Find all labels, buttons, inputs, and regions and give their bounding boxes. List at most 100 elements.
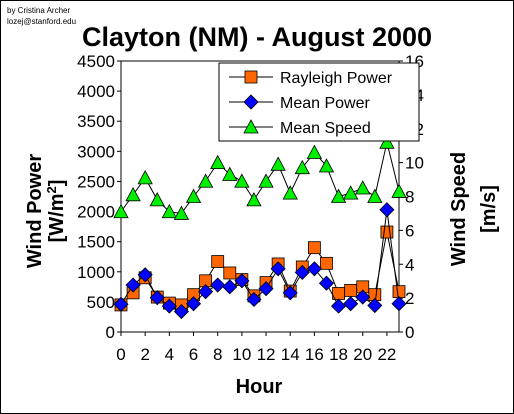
legend-marker-mean-power <box>243 94 259 110</box>
mean-speed-point <box>306 144 323 159</box>
y-tick-label: 2500 <box>77 172 115 191</box>
mean-speed-point <box>125 186 141 202</box>
mean-speed-point <box>318 158 335 173</box>
y2-axis-title-main-group: Wind Speed <box>448 152 470 266</box>
mean-power-point <box>210 277 226 293</box>
mean-speed-point <box>234 173 250 188</box>
mean-power-point <box>343 296 359 312</box>
y-tick-label: 500 <box>87 293 115 312</box>
y2-axis-title-main: Wind Speed <box>448 152 470 266</box>
rayleigh-power-point <box>211 255 225 268</box>
y-tick-label: 4000 <box>77 82 115 101</box>
mean-power-point <box>318 275 335 291</box>
y2-tick-label: 0 <box>405 323 414 342</box>
x-tick-label: 14 <box>281 345 300 364</box>
mean-speed-point <box>367 188 383 203</box>
mean-speed-point <box>391 183 407 198</box>
y-tick-label: 1500 <box>77 233 115 252</box>
mean-power-point <box>173 303 190 320</box>
mean-power-point <box>282 285 298 301</box>
y-tick-label: 3500 <box>77 112 115 131</box>
rayleigh-power-point <box>344 284 358 297</box>
y2-tick-label: 2 <box>405 289 414 308</box>
x-tick-label: 20 <box>353 345 372 364</box>
mean-speed-point <box>294 159 310 175</box>
left-axis-ticks: 0 500 1000 1500 2000 2500 3000 3500 4000 4500 <box>77 52 121 342</box>
mean-power-point <box>270 261 286 277</box>
x-tick-label: 16 <box>305 345 324 364</box>
x-tick-label: 22 <box>377 345 396 364</box>
y-tick-label: 2000 <box>77 203 115 222</box>
mean-power-point <box>198 284 214 300</box>
mean-power-point <box>294 264 310 280</box>
y-axis-unit-superscript: 2 <box>44 186 59 193</box>
legend-label-mean-power: Mean Power <box>280 95 370 112</box>
mean-speed-point <box>149 192 165 207</box>
legend-label-rayleigh-power: Rayleigh Power <box>280 70 393 87</box>
y2-axis-title-unit-group: [m/s] <box>478 185 500 233</box>
y2-tick-label: 4 <box>405 255 414 274</box>
mean-power-point <box>185 296 202 312</box>
legend-label-mean-speed: Mean Speed <box>280 120 371 137</box>
x-tick-label: 4 <box>165 345 174 364</box>
mean-power-point <box>234 273 250 289</box>
mean-speed-series <box>113 134 407 220</box>
legend-marker-mean-speed <box>243 119 259 134</box>
credit-email: lozej@stanford.edu <box>7 17 76 26</box>
x-axis-ticks: 0 2 4 6 8 10 12 14 16 18 20 22 <box>116 332 396 364</box>
mean-speed-point <box>113 203 129 219</box>
mean-speed-point <box>137 170 153 185</box>
x-tick-label: 12 <box>257 345 276 364</box>
mean-speed-point <box>330 188 347 203</box>
y-axis-title-main-group: Wind Power <box>24 154 46 268</box>
mean-speed-point <box>379 134 395 149</box>
mean-power-point <box>125 277 141 293</box>
mean-speed-point <box>270 156 286 171</box>
x-tick-label: 8 <box>213 345 222 364</box>
x-tick-label: 6 <box>189 345 198 364</box>
y-tick-label: 3000 <box>77 142 115 161</box>
mean-speed-point <box>161 203 178 219</box>
x-tick-label: 0 <box>116 345 125 364</box>
x-tick-label: 2 <box>140 345 149 364</box>
y-tick-label: 0 <box>106 323 115 342</box>
legend: Rayleigh Power Mean Power Mean Speed <box>218 62 420 142</box>
mean-power-point <box>379 202 395 218</box>
y2-tick-label: 10 <box>405 154 424 173</box>
mean-power-point <box>367 297 383 314</box>
y-axis-title-unit-group: [W/m2] <box>44 180 68 243</box>
mean-power-point <box>161 298 177 314</box>
mean-speed-point <box>185 188 202 203</box>
mean-power-point <box>149 290 165 306</box>
chart-title: Clayton (NM) - August 2000 <box>82 22 432 52</box>
y2-tick-label: 6 <box>405 221 414 240</box>
y-axis-unit-close: ] <box>46 180 68 187</box>
mean-power-series <box>113 202 407 320</box>
rayleigh-power-point <box>307 241 321 255</box>
y-tick-label: 4500 <box>77 52 115 71</box>
y-tick-label: 1000 <box>77 263 115 282</box>
mean-power-point <box>137 267 153 283</box>
y2-tick-label: 8 <box>405 188 414 207</box>
mean-power-point <box>258 281 274 297</box>
mean-speed-point <box>355 180 371 195</box>
mean-power-point <box>391 296 407 312</box>
credit-author: by Cristina Archer <box>7 6 70 15</box>
rayleigh-power-point <box>380 225 394 239</box>
mean-speed-point <box>210 154 226 170</box>
x-tick-label: 10 <box>232 345 251 364</box>
y-axis-unit-prefix: [W/m <box>46 194 68 243</box>
rayleigh-power-point <box>392 285 406 299</box>
x-axis-title: Hour <box>236 376 283 398</box>
rayleigh-power-point <box>223 266 237 280</box>
mean-speed-point <box>258 173 274 188</box>
y-axis-title-main: Wind Power <box>24 154 46 268</box>
mean-power-point <box>222 279 238 295</box>
legend-items: Rayleigh Power Mean Power Mean Speed <box>229 70 393 137</box>
mean-power-point <box>355 289 371 305</box>
mean-speed-point <box>282 185 298 200</box>
mean-power-point <box>246 291 262 308</box>
legend-marker-rayleigh-power <box>244 70 258 84</box>
